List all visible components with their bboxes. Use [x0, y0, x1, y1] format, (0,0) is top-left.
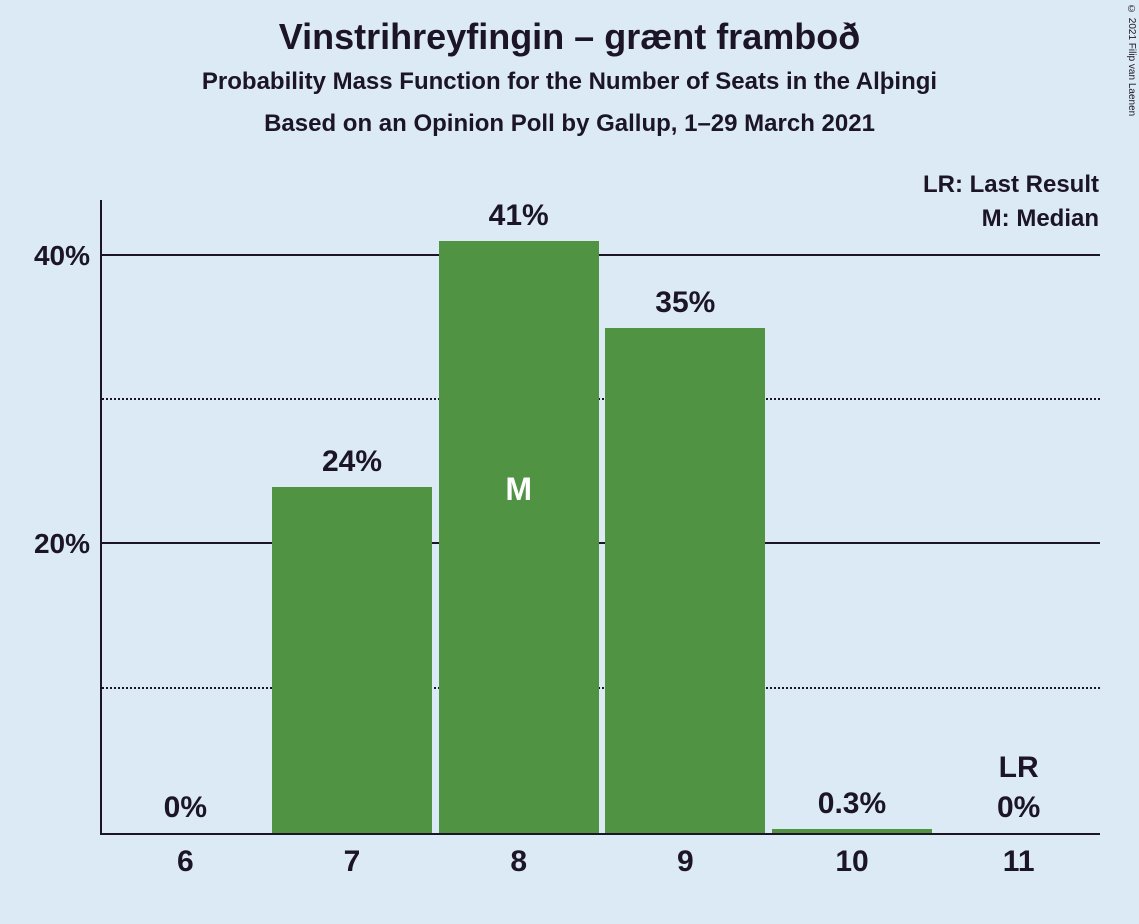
bar: [439, 241, 599, 833]
bar-slot: 24%: [269, 200, 436, 833]
bar-value-label: 24%: [322, 445, 382, 479]
bar-slot: 41% M: [435, 200, 602, 833]
xtick-label: 8: [510, 833, 527, 879]
chart-container: © 2021 Filip van Laenen Vinstrihreyfingi…: [0, 0, 1139, 924]
bar: [605, 328, 765, 833]
xtick-label: 7: [344, 833, 361, 879]
bar-value-label: 41%: [489, 199, 549, 233]
chart-plot-area: 0%24%41%M35%0.3%0%LR 67891011 20%40%: [100, 200, 1100, 835]
bar-slot: 0% LR: [935, 200, 1102, 833]
bar-value-label: 0%: [997, 791, 1040, 825]
chart-axes: 0%24%41%M35%0.3%0%LR 67891011 20%40%: [100, 200, 1100, 835]
bar-slot: 35%: [602, 200, 769, 833]
xtick-label: 9: [677, 833, 694, 879]
xtick-label: 11: [1003, 833, 1035, 879]
bar-value-label: 0.3%: [818, 787, 886, 821]
bar-slot: 0.3%: [769, 200, 936, 833]
bar-median-marker: M: [505, 471, 532, 508]
bar-slot: 0%: [102, 200, 269, 833]
chart-title-basis: Based on an Opinion Poll by Gallup, 1–29…: [0, 110, 1139, 138]
bar: [272, 487, 432, 833]
chart-title-main: Vinstrihreyfingin – grænt framboð: [0, 16, 1139, 58]
xtick-label: 6: [177, 833, 194, 879]
chart-titles: Vinstrihreyfingin – grænt framboð Probab…: [0, 0, 1139, 138]
xtick-label: 10: [835, 833, 868, 879]
legend-lr: LR: Last Result: [923, 168, 1099, 202]
bar-value-label: 35%: [655, 286, 715, 320]
bar-value-label: 0%: [164, 791, 207, 825]
ytick-label: 20%: [34, 528, 102, 560]
chart-bars: 0% 24% 41% M 35% 0.3% 0% LR: [102, 200, 1100, 833]
chart-title-sub: Probability Mass Function for the Number…: [0, 68, 1139, 96]
bar-extra-label: LR: [999, 751, 1039, 785]
ytick-label: 40%: [34, 240, 102, 272]
copyright-text: © 2021 Filip van Laenen: [1124, 0, 1139, 120]
